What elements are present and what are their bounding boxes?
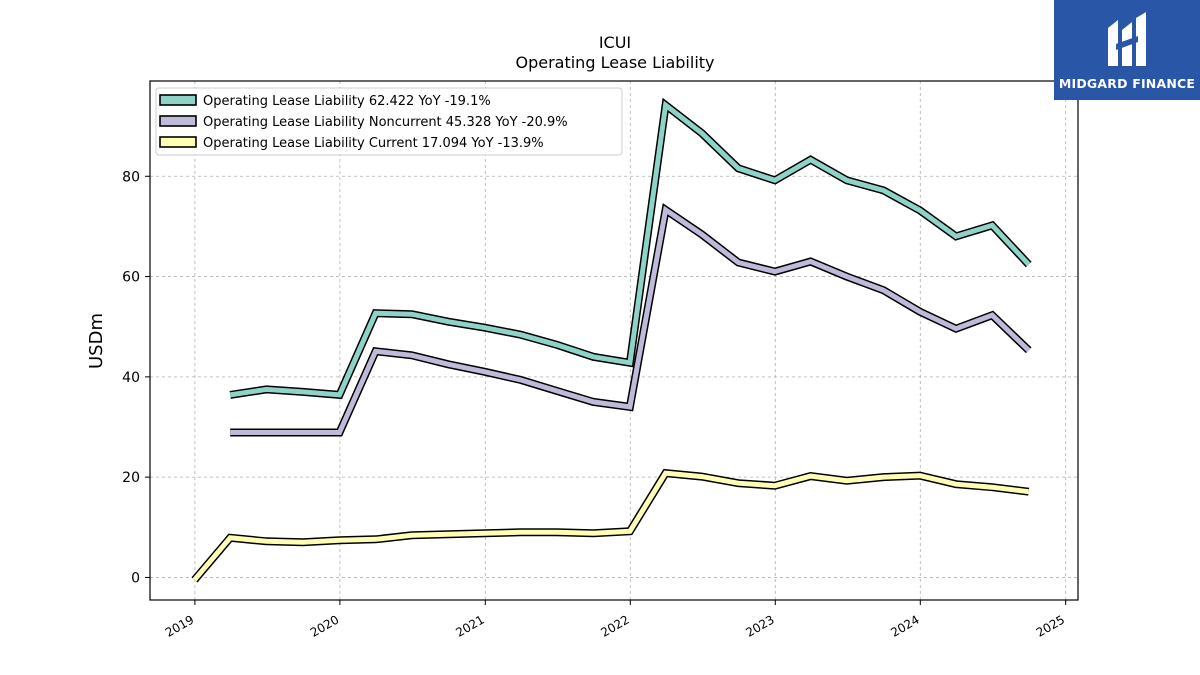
legend: Operating Lease Liability 62.422 YoY -19… [155, 87, 623, 156]
y-tick-label: 80 [122, 169, 140, 185]
brand-logo: MIDGARD FINANCE [1054, 0, 1200, 100]
legend-entry: Operating Lease Liability Noncurrent 45.… [203, 115, 568, 130]
y-tick-label: 0 [131, 570, 140, 586]
legend-swatch [159, 94, 197, 106]
legend-entry: Operating Lease Liability Current 17.094… [203, 136, 544, 151]
series-line [192, 470, 1030, 582]
chart-subtitle: Operating Lease Liability [515, 53, 714, 72]
legend-swatch [159, 136, 197, 148]
series-2 [230, 203, 1032, 437]
logo-text: MIDGARD FINANCE [1058, 75, 1196, 91]
series-layer [191, 97, 1032, 583]
series-line [229, 100, 1031, 398]
chart-title: ICUI [599, 33, 631, 52]
plot-frame [149, 80, 1079, 601]
series-line [230, 205, 1031, 435]
grid [150, 81, 1078, 600]
series-1 [229, 97, 1032, 400]
y-tick-label: 20 [122, 470, 140, 486]
legend-swatch [159, 115, 197, 127]
series-3 [191, 468, 1030, 583]
y-tick-label: 40 [122, 370, 140, 386]
legend-entry: Operating Lease Liability 62.422 YoY -19… [203, 94, 491, 109]
y-tick-label: 60 [122, 270, 140, 286]
y-axis-label: USDm [86, 313, 107, 369]
midgard-logo-icon [1108, 11, 1146, 66]
legend-box [155, 87, 623, 156]
